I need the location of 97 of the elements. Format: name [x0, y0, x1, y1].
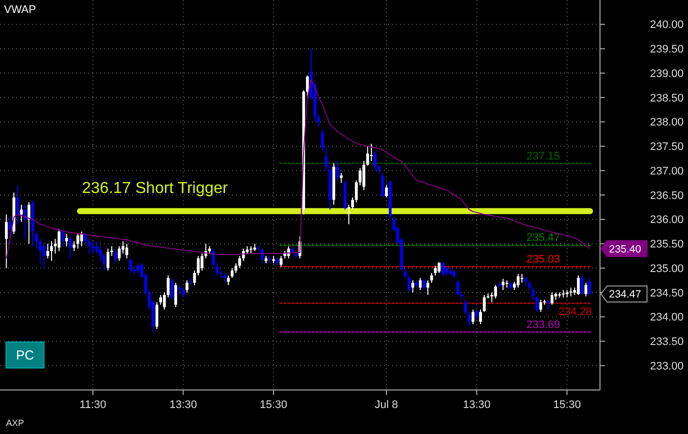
y-tick-label: 238.50: [650, 92, 684, 104]
candlestick: [374, 150, 377, 172]
candlestick: [584, 282, 588, 297]
candlestick: [516, 273, 520, 288]
y-tick-label: 240.00: [650, 19, 684, 32]
x-tick-label: 15:30: [553, 399, 581, 411]
ref-line-label: 237.15: [526, 150, 560, 162]
candlestick: [125, 243, 128, 259]
candlestick: [159, 294, 162, 306]
candlestick: [91, 240, 94, 254]
candlestick: [114, 248, 117, 264]
candlestick: [136, 262, 140, 274]
ref-line-label: 235.47: [526, 232, 560, 244]
candlestick: [28, 202, 30, 244]
y-tick-label: 239.00: [650, 68, 684, 80]
candlestick: [65, 234, 68, 247]
ref-line-label: 234.28: [558, 306, 592, 318]
ref-line-label: 233.69: [526, 318, 560, 331]
candlestick: [576, 274, 580, 296]
candlestick: [580, 274, 584, 296]
y-tick-label: 236.00: [650, 214, 684, 226]
candlestick: [287, 246, 290, 259]
candlestick: [20, 204, 23, 222]
data-label: 235.40: [609, 243, 642, 256]
candlestick: [76, 234, 80, 250]
candlestick: [502, 278, 505, 291]
y-tick-label: 239.50: [650, 44, 684, 56]
x-tick-label: 13:30: [169, 399, 197, 411]
candlestick: [223, 272, 226, 284]
candlestick: [494, 284, 497, 299]
y-tick-label: 237.00: [650, 165, 684, 178]
candlestick: [193, 270, 196, 286]
candlestick: [58, 228, 60, 252]
candlestick: [588, 277, 592, 296]
y-tick-label: 233.50: [650, 336, 684, 348]
chart-title: VWAP: [4, 4, 36, 16]
candlestick: [550, 292, 554, 306]
candlestick: [182, 287, 185, 298]
candlestick: [242, 248, 245, 262]
candlestick: [536, 296, 538, 312]
candlestick: [46, 243, 50, 259]
candlestick: [562, 290, 565, 298]
candlestick: [118, 246, 121, 262]
candlestick: [106, 248, 110, 272]
candlestick: [132, 265, 136, 276]
x-tick-label: Jul 8: [374, 399, 398, 411]
candlestick: [8, 216, 12, 244]
candlestick: [226, 274, 230, 286]
ref-line-label: 236.17 Short Trigger: [82, 180, 229, 198]
candlestick: [385, 184, 388, 198]
candlestick: [50, 240, 53, 262]
candlestick: [438, 262, 441, 274]
candlestick: [61, 228, 64, 247]
candlestick: [129, 258, 132, 274]
candlestick: [479, 309, 482, 325]
candlestick: [370, 143, 373, 162]
candlestick: [532, 287, 535, 300]
candlestick: [434, 265, 437, 276]
candlestick: [306, 75, 309, 98]
candlestick: [16, 184, 20, 225]
candlestick: [4, 214, 8, 269]
y-tick-label: 233.00: [650, 360, 684, 372]
y-tick-label: 235.50: [650, 238, 684, 251]
candlestick: [422, 278, 426, 291]
candlestick: [80, 231, 84, 247]
candlestick: [95, 240, 98, 254]
ref-line-label: 235.03: [526, 254, 560, 266]
candlestick: [268, 255, 272, 264]
x-tick-label: 11:30: [80, 399, 106, 411]
candlestick: [441, 262, 444, 276]
candlestick: [430, 272, 434, 284]
candlestick: [475, 309, 478, 320]
candlestick: [472, 309, 474, 325]
candlestick: [170, 277, 174, 300]
candlestick: [336, 160, 339, 181]
candlestick: [186, 280, 188, 293]
candlestick: [445, 265, 448, 276]
y-tick-label: 238.00: [650, 116, 684, 129]
y-tick-label: 234.00: [650, 312, 684, 324]
candlestick: [42, 243, 46, 269]
candlestick: [280, 255, 282, 268]
candlestick: [155, 302, 158, 330]
y-tick-label: 236.50: [650, 190, 684, 202]
text: AXP: [6, 418, 24, 428]
candlestick: [72, 240, 76, 252]
candlestick: [520, 273, 524, 284]
candlestick: [178, 284, 181, 296]
text: 234.47: [609, 288, 642, 301]
candlestick: [408, 274, 410, 293]
candlestick: [200, 253, 204, 272]
x-tick-label: 15:30: [260, 399, 288, 411]
y-tick-label: 237.50: [650, 141, 684, 154]
candlestick: [569, 287, 572, 297]
y-tick-label: 235.00: [650, 262, 684, 275]
annotation: PC: [16, 348, 34, 363]
x-tick-label: 13:30: [462, 399, 491, 411]
y-tick-label: 234.50: [650, 287, 684, 300]
